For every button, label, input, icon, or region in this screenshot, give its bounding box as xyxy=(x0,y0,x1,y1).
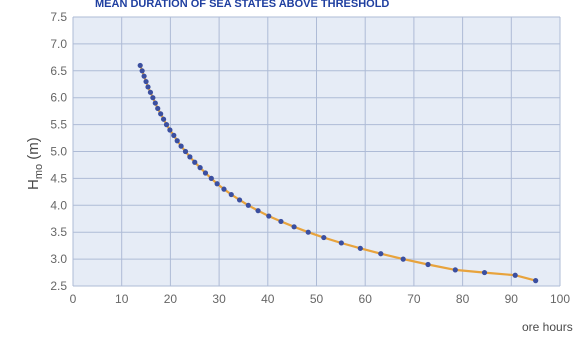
x-tick-labels: 0 10 20 30 40 50 60 70 80 90 100 xyxy=(70,292,571,306)
data-point xyxy=(255,208,261,214)
data-point xyxy=(155,105,161,112)
data-point xyxy=(143,78,149,85)
data-point xyxy=(192,159,198,165)
y-tick-label: 5.5 xyxy=(50,118,67,132)
y-tick-label: 6.0 xyxy=(50,91,67,105)
data-point xyxy=(221,186,227,192)
data-point xyxy=(197,165,203,171)
x-tick-label: 90 xyxy=(505,292,519,306)
data-point xyxy=(137,62,143,69)
x-tick-label: 60 xyxy=(359,292,373,306)
data-point xyxy=(208,175,214,181)
data-point xyxy=(266,213,272,219)
y-axis-label-main: H xyxy=(25,179,42,190)
x-tick-label: 30 xyxy=(212,292,226,306)
y-tick-label: 6.5 xyxy=(50,64,67,78)
x-tick-label: 70 xyxy=(407,292,421,306)
data-point xyxy=(378,251,384,257)
data-point xyxy=(236,197,243,203)
x-tick-label: 10 xyxy=(115,292,129,306)
data-point xyxy=(214,181,220,187)
data-point xyxy=(141,73,147,79)
y-tick-label: 4.0 xyxy=(50,198,67,212)
y-tick-label: 5.0 xyxy=(50,145,67,159)
data-point xyxy=(400,256,406,262)
y-tick-label: 7.0 xyxy=(50,37,67,51)
y-tick-labels: 2.5 3.0 3.5 4.0 4.5 5.0 5.5 6.0 6.5 7.0 7.5 xyxy=(50,10,67,293)
data-point xyxy=(321,234,327,241)
data-point xyxy=(291,224,297,230)
data-point xyxy=(178,143,184,149)
chart-title: MEAN DURATION OF SEA STATES ABOVE THRESH… xyxy=(95,0,389,10)
y-axis-label-sub: mo xyxy=(33,164,45,179)
data-point xyxy=(512,272,518,278)
x-axis-label: ore hours xyxy=(522,320,573,334)
data-point xyxy=(481,269,488,276)
y-tick-label: 4.5 xyxy=(50,171,67,185)
data-point xyxy=(182,148,189,155)
x-tick-label: 100 xyxy=(550,292,570,306)
data-point xyxy=(174,138,180,144)
grid-lines xyxy=(72,16,561,287)
y-axis-label: Hmo (m) xyxy=(25,137,45,190)
data-point xyxy=(163,122,170,128)
data-points xyxy=(137,62,539,284)
data-point xyxy=(150,95,156,101)
data-point xyxy=(158,111,164,117)
data-point xyxy=(187,154,193,160)
data-point xyxy=(338,240,344,246)
data-point xyxy=(533,278,539,284)
y-tick-label: 3.5 xyxy=(50,225,67,239)
data-point xyxy=(171,132,177,138)
data-point xyxy=(147,89,154,95)
data-point xyxy=(152,100,158,106)
data-point xyxy=(305,229,311,235)
y-axis-label-unit: (m) xyxy=(25,137,42,164)
data-point xyxy=(452,267,458,273)
x-tick-label: 50 xyxy=(310,292,324,306)
data-point xyxy=(160,116,167,122)
y-tick-label: 3.0 xyxy=(50,252,67,266)
x-tick-label: 40 xyxy=(261,292,275,306)
data-point xyxy=(139,68,145,74)
x-tick-label: 80 xyxy=(456,292,470,306)
data-point xyxy=(145,84,151,90)
data-point xyxy=(245,202,251,208)
x-tick-label: 0 xyxy=(70,292,77,306)
y-tick-label: 2.5 xyxy=(50,279,67,293)
data-point xyxy=(278,218,284,225)
data-point xyxy=(228,191,234,198)
data-point xyxy=(357,245,363,251)
x-tick-label: 20 xyxy=(164,292,178,306)
data-point xyxy=(202,170,209,176)
y-tick-label: 7.5 xyxy=(50,10,67,24)
data-point xyxy=(425,261,431,268)
data-point xyxy=(167,127,173,133)
